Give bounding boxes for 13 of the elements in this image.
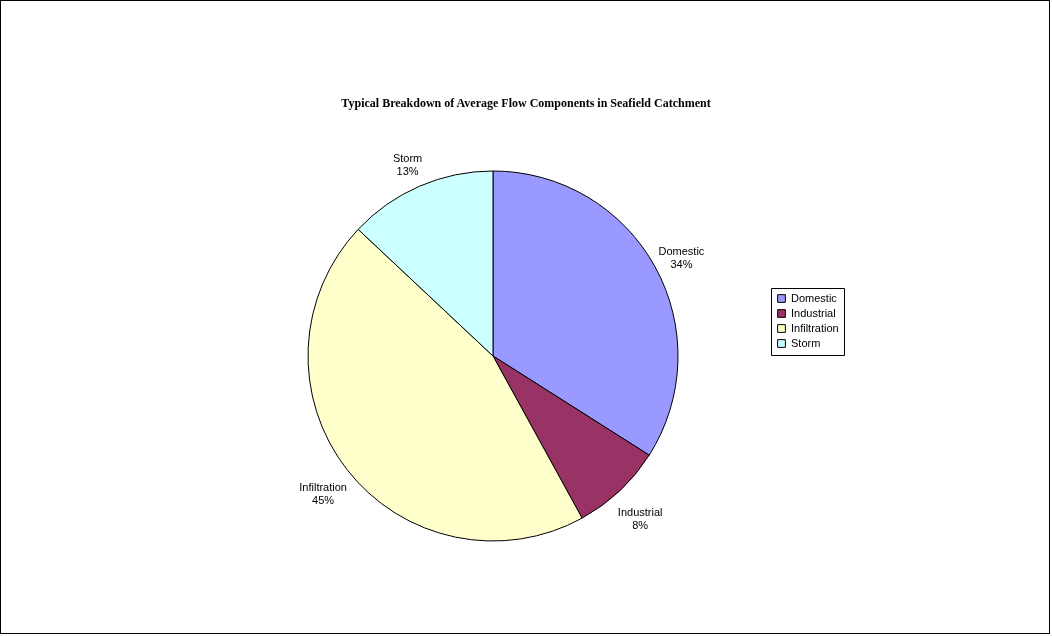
data-label: 13%	[396, 164, 419, 177]
legend-label: Infiltration	[791, 321, 839, 334]
legend-label: Domestic	[791, 291, 838, 304]
data-label: 45%	[312, 493, 335, 506]
slice-label: Domestic	[658, 245, 705, 258]
legend-label: Storm	[791, 336, 821, 349]
slice-label: Storm	[392, 151, 423, 164]
slice-label: Infiltration	[299, 480, 347, 493]
legend-label: Industrial	[791, 306, 836, 319]
slice-label: Industrial	[617, 505, 663, 518]
data-label: 8%	[632, 518, 649, 531]
chart-title: Typical Breakdown of Average Flow Components in Seafield Catchment	[341, 96, 711, 110]
data-label: 34%	[670, 258, 693, 271]
